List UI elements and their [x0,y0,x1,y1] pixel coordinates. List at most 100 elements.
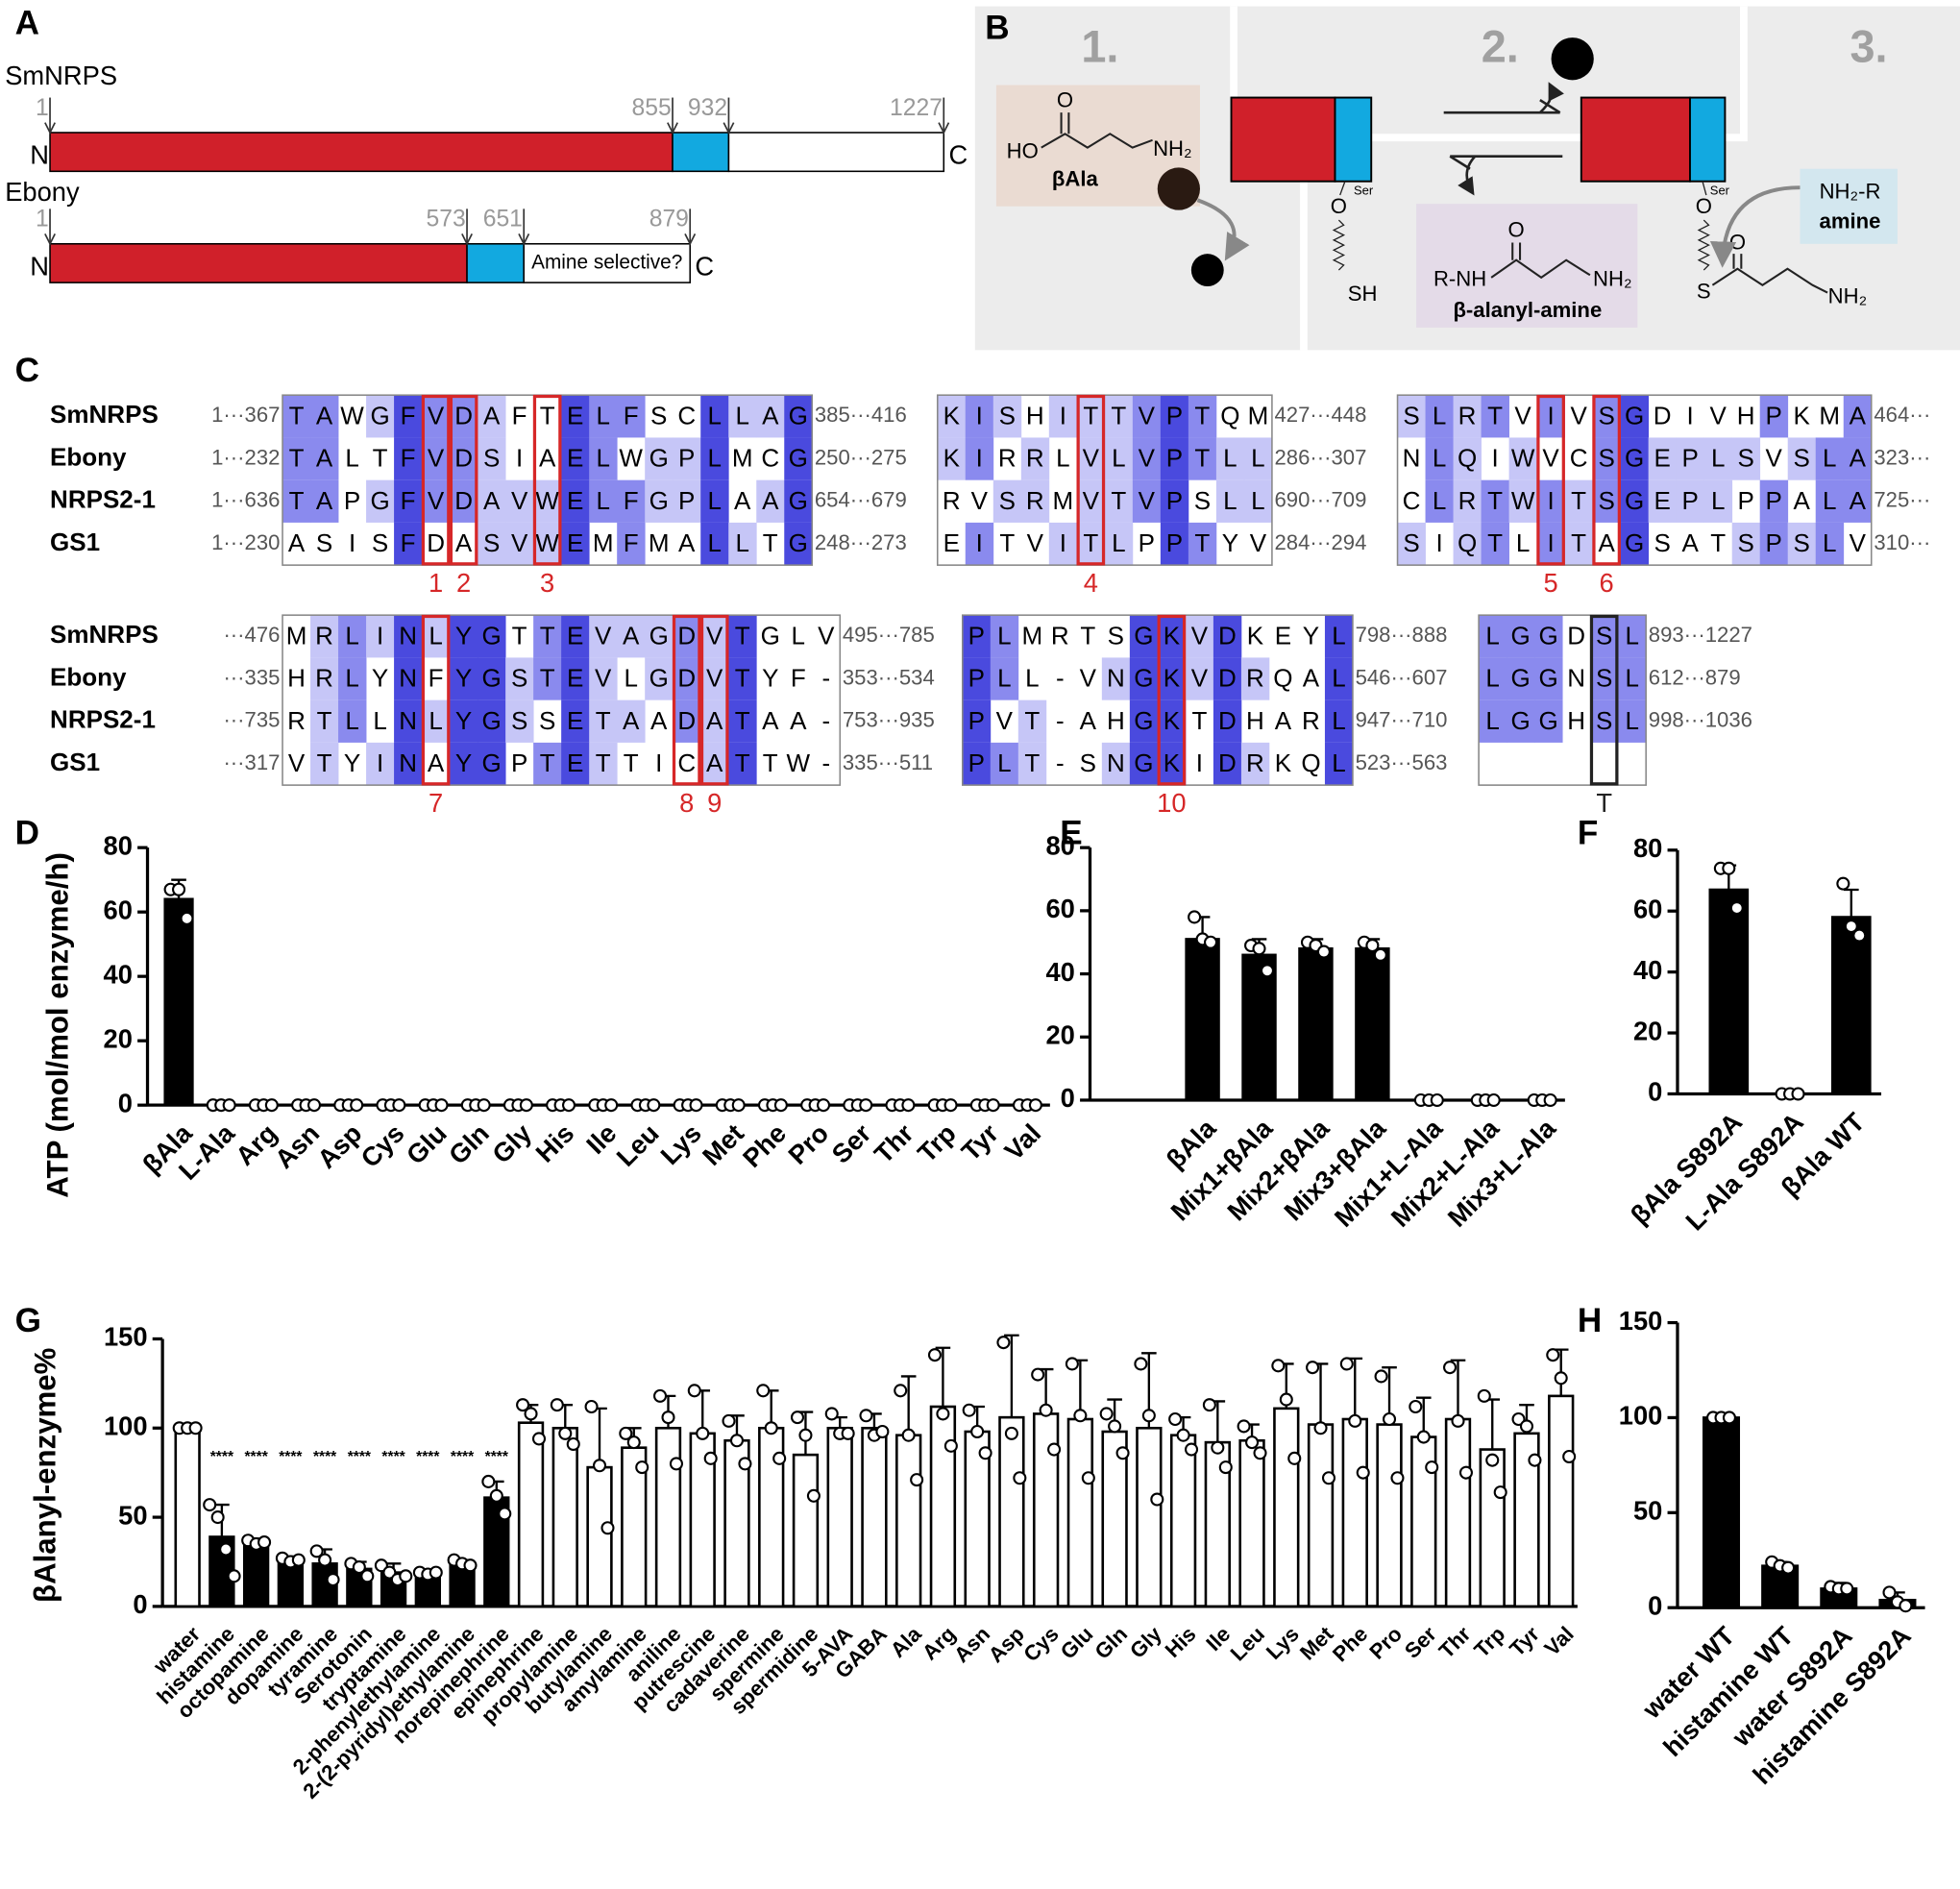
residue: E [1275,621,1291,650]
residue: L [997,621,1011,650]
data-point [1115,1446,1130,1460]
conservation-cell [1160,479,1189,523]
arrow-head [667,122,678,135]
residue: V [595,664,612,693]
conservation-cell [617,395,646,438]
residue: A [762,401,779,429]
bar [242,1540,270,1608]
residue: K [1275,748,1292,777]
y-tick-label: 150 [1619,1306,1663,1336]
conservation-cell [1534,699,1563,743]
error-bar [1844,888,1859,918]
residue: P [1766,528,1782,557]
residue: E [567,748,583,777]
data-point [894,1384,908,1398]
conservation-cell [1507,657,1535,700]
domain [672,132,730,173]
bar [163,897,194,1107]
residue: H [1026,401,1044,429]
residue: V [706,621,723,650]
residue: V [706,664,723,693]
residue: L [1332,664,1345,693]
data-point [566,1436,580,1452]
bar [1241,953,1277,1102]
y-tick-label: 0 [1061,1083,1075,1113]
conservation-cell [1453,522,1482,566]
residue: I [1687,401,1694,429]
residue: C [677,401,696,429]
residue: W [786,748,810,777]
conservation-cell [505,522,534,566]
conservation-cell [450,395,478,438]
residue: T [317,748,332,777]
residue-mark: 4 [1084,568,1098,598]
residue: L [345,664,358,693]
data-point [1099,1407,1114,1421]
n-terminus: N [30,251,49,281]
residue: T [1487,401,1503,429]
conservation-cell [700,437,729,480]
data-point [1836,876,1850,891]
arrow-head [684,233,697,246]
conservation-cell [1425,437,1454,480]
conservation-cell [1759,479,1789,523]
residue: V [1570,401,1587,429]
conservation-cell [1618,615,1647,658]
residue: G [1511,664,1531,693]
residue: L [1823,444,1836,473]
residue: N [399,621,417,650]
conservation-cell [1676,437,1705,480]
conservation-cell [394,615,423,658]
data-point [222,1098,236,1113]
step-label: 3. [1850,21,1887,71]
residue: R [287,706,306,735]
data-point [1316,944,1331,959]
domain [727,132,945,173]
residue: D [1654,401,1672,429]
data-point [943,1098,958,1113]
residue-range: ···476 [223,623,280,647]
conservation-cell [617,479,646,523]
residue: T [1194,444,1210,473]
conservation-cell [1479,657,1507,700]
data-point [1528,1453,1542,1467]
residue: V [595,621,612,650]
conservation-cell [700,479,729,523]
data-point [172,882,186,896]
residue: D [677,706,696,735]
residue: Q [1273,664,1292,693]
conservation-cell [1104,479,1134,523]
residue: P [1766,401,1782,429]
residue: T [735,748,750,777]
data-point [210,1510,225,1525]
residue: A [1303,664,1320,693]
residue: P [1139,528,1155,557]
residue: T [735,664,750,693]
residue: L [345,706,358,735]
conservation-cell [645,479,674,523]
residue: V [428,486,445,515]
x-tick-label: Tyr [955,1117,1004,1166]
atom-label: O [1057,87,1073,111]
data-point [1321,1471,1336,1485]
atom-label: S [1697,279,1711,303]
residue: A [790,706,807,735]
conservation-cell [965,437,994,480]
c-terminus: C [948,140,968,170]
sequence-name: SmNRPS [50,620,159,649]
residue: Y [1222,528,1238,557]
residue: R [1246,664,1264,693]
residue: G [1539,664,1558,693]
data-point [653,1388,668,1403]
residue: A [483,401,501,429]
data-point [1416,1430,1431,1444]
conservation-cell [1536,395,1566,438]
conservation-cell [505,699,534,743]
atom-label: NH₂-R [1820,179,1881,203]
data-point [382,1565,397,1580]
residue: A [762,706,779,735]
data-point [962,1403,976,1417]
residue: P [678,444,695,473]
residue: L [736,528,749,557]
